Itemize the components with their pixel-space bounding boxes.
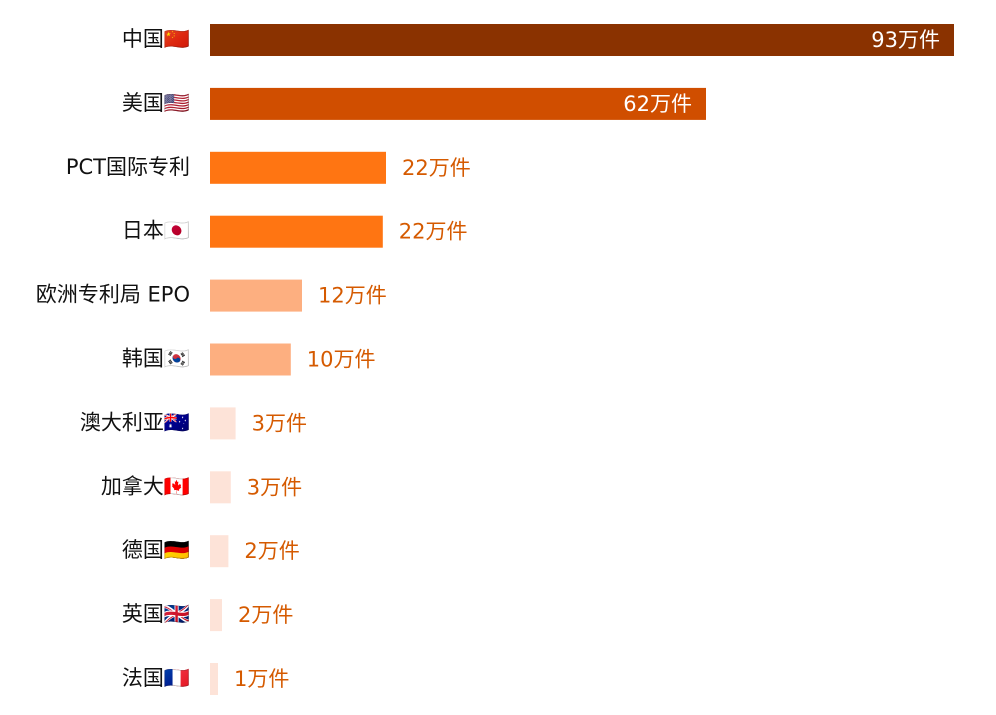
- value-label: 2万件: [238, 603, 293, 627]
- value-label: 3万件: [247, 475, 302, 499]
- category-label: 澳大利亚🇦🇺: [80, 409, 190, 434]
- value-label: 22万件: [399, 220, 468, 244]
- category-label: 德国🇩🇪: [122, 538, 190, 562]
- bar: [210, 343, 291, 376]
- bar: [210, 279, 302, 312]
- category-label: 韩国🇰🇷: [122, 347, 190, 371]
- bar: [210, 24, 954, 56]
- value-label: 1万件: [234, 667, 289, 691]
- bar: [210, 663, 218, 695]
- bar: [210, 407, 236, 440]
- value-label: 10万件: [307, 348, 376, 372]
- category-label: 日本🇯🇵: [122, 219, 190, 243]
- category-label: PCT国际专利: [66, 155, 190, 179]
- bar: [210, 87, 706, 120]
- bar: [210, 535, 229, 568]
- category-label: 中国🇨🇳: [122, 27, 190, 51]
- bar: [210, 151, 386, 184]
- value-label: 62万件: [623, 92, 692, 116]
- value-label: 3万件: [252, 411, 307, 435]
- category-label: 英国🇬🇧: [122, 602, 190, 626]
- value-label: 93万件: [871, 28, 940, 52]
- category-label: 加拿大🇨🇦: [101, 474, 190, 498]
- value-label: 2万件: [244, 539, 299, 563]
- category-label: 欧洲专利局 EPO: [36, 283, 190, 307]
- value-label: 22万件: [402, 156, 471, 180]
- bar: [210, 599, 222, 632]
- category-label: 美国🇺🇸: [122, 91, 190, 115]
- value-label: 12万件: [318, 284, 387, 308]
- bar: [210, 471, 231, 504]
- category-label: 法国🇫🇷: [122, 666, 190, 690]
- bar: [210, 215, 383, 248]
